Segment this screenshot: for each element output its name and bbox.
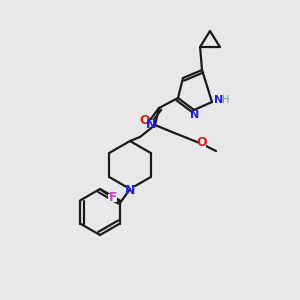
Text: H: H: [222, 95, 230, 105]
Bar: [147, 120, 155, 128]
Text: N: N: [214, 95, 224, 105]
Text: F: F: [109, 191, 117, 204]
Text: N: N: [125, 184, 135, 197]
Bar: [125, 187, 134, 195]
Text: N: N: [190, 110, 200, 120]
Bar: [142, 116, 148, 124]
Text: O: O: [140, 113, 150, 127]
Bar: [198, 139, 206, 147]
Bar: [214, 96, 228, 104]
Text: O: O: [197, 136, 207, 149]
Bar: [190, 111, 200, 119]
Bar: [108, 194, 117, 202]
Text: N: N: [146, 118, 156, 130]
